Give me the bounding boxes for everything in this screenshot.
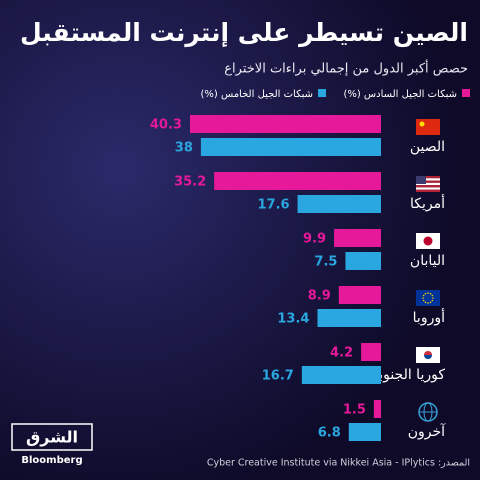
flag (418, 402, 438, 422)
category-label: اليابان (410, 253, 445, 269)
value-label: 9.9 (303, 232, 326, 247)
flag (416, 347, 440, 363)
logo-box (11, 423, 93, 451)
bar (338, 286, 381, 304)
flag-star (429, 301, 432, 304)
flag-star (422, 299, 425, 302)
value-label: 4.2 (330, 346, 353, 361)
bar (200, 138, 381, 156)
flag-star (427, 292, 429, 294)
category-label: كوريا الجنوبية (367, 367, 445, 383)
chart-title: الصين تسيطر على إنترنت المستقبل (20, 18, 468, 48)
flag (416, 290, 440, 306)
bar (214, 172, 381, 190)
flag-stripe (416, 182, 440, 186)
flag-canton (416, 176, 426, 184)
flag-star (429, 292, 432, 295)
bar (361, 343, 381, 361)
category-label: آخرون (408, 423, 446, 440)
source: المصدر: Cyber Creative Institute via Nik… (207, 458, 470, 469)
logo-name: الشرق (26, 428, 78, 447)
flag-stripe (416, 185, 440, 188)
category-label: الصين (410, 139, 445, 155)
flag-stripe (416, 178, 440, 181)
value-label: 17.6 (257, 198, 289, 213)
flag-stripe (416, 176, 440, 179)
bar (334, 229, 381, 247)
value-label: 40.3 (150, 118, 182, 133)
value-label: 7.5 (314, 255, 337, 270)
value-label: 38 (175, 141, 193, 156)
flag-bg (416, 290, 440, 306)
flag (416, 119, 440, 135)
bar (301, 366, 381, 384)
legend-swatch (462, 89, 470, 97)
value-label: 1.5 (343, 403, 366, 418)
flag-star (422, 297, 424, 299)
bar (297, 195, 381, 213)
category-label: أمريكا (410, 194, 445, 212)
bar (189, 115, 381, 133)
logo-tag: Bloomberg (21, 455, 82, 466)
flag-star (419, 121, 425, 127)
logo: الشرق Bloomberg (11, 423, 93, 466)
flag-star (424, 301, 427, 304)
chart-subtitle: حصص أكبر الدول من إجمالي براءات الاختراع (224, 60, 468, 77)
category-label: أوروبا (413, 308, 445, 326)
flag-stripe (416, 187, 440, 190)
legend-label: شبكات الجيل الخامس (%) (200, 89, 313, 100)
value-label: 13.4 (277, 312, 309, 327)
bar (345, 252, 381, 270)
flag-stripe (416, 180, 440, 183)
value-label: 6.8 (318, 426, 341, 441)
flag-sun (423, 236, 433, 246)
flag-star (431, 299, 434, 302)
flag-star (427, 302, 429, 304)
bar (373, 400, 381, 418)
flag (416, 233, 440, 249)
flag-star (422, 294, 425, 297)
legend-swatch (318, 89, 326, 97)
bar (348, 423, 381, 441)
flag-stripe (416, 189, 440, 192)
flag-star (424, 292, 427, 295)
value-label: 16.7 (262, 369, 294, 384)
value-label: 35.2 (174, 175, 206, 190)
flag (416, 176, 440, 192)
flag-star (432, 297, 434, 299)
bar (317, 309, 381, 327)
flag-taegeuk-blue (424, 355, 432, 359)
legend-label: شبكات الجيل السادس (%) (343, 89, 457, 100)
flag-star (431, 294, 434, 297)
value-label: 8.9 (308, 289, 331, 304)
flag-bg (416, 119, 440, 135)
